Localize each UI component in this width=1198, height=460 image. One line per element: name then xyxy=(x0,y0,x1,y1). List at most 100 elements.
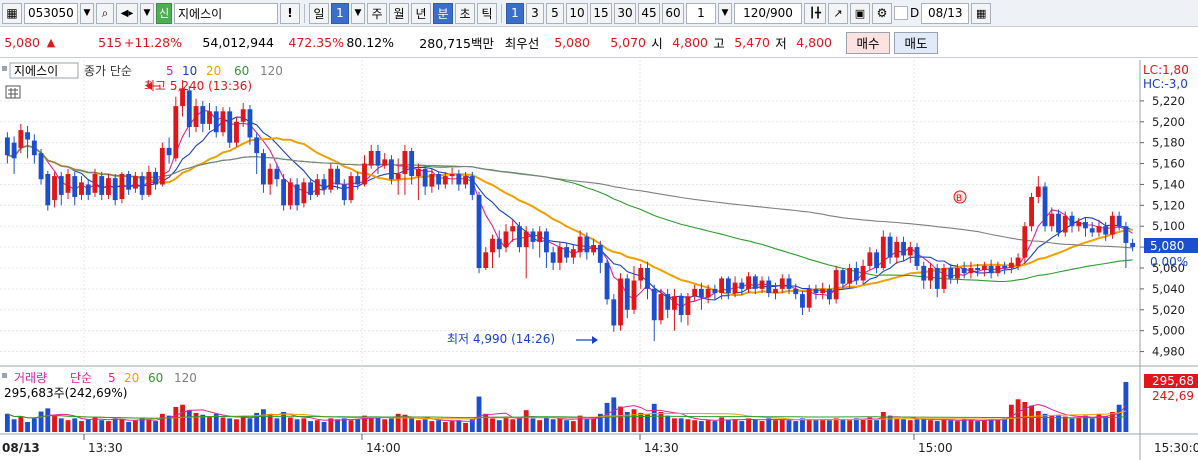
candle-body xyxy=(1089,228,1095,233)
gear-icon[interactable]: ⚙ xyxy=(872,2,892,24)
indicator-icon[interactable]: ┃╋ xyxy=(804,2,826,24)
history-dropdown-icon[interactable]: ▼ xyxy=(140,2,154,24)
interval-3[interactable]: 3 xyxy=(526,2,544,24)
volume-bar xyxy=(402,414,408,432)
interval-10[interactable]: 10 xyxy=(566,2,588,24)
tab-year[interactable]: 년 xyxy=(411,2,431,24)
interval-1[interactable]: 1 xyxy=(506,2,524,24)
candle-body xyxy=(496,238,502,250)
volume-bar xyxy=(355,419,361,432)
info-badge[interactable]: 신 xyxy=(156,2,172,24)
table-toggle-icon[interactable] xyxy=(5,85,21,99)
candle-body xyxy=(146,171,152,195)
high-marker-label: 최고 5,240 (13:36) xyxy=(144,79,252,93)
candle-body xyxy=(362,163,367,185)
tab-tick[interactable]: 틱 xyxy=(477,2,497,24)
day-count[interactable]: 1 xyxy=(331,2,349,24)
volume-bar xyxy=(341,418,347,432)
calendar-icon[interactable]: ▦ xyxy=(971,2,992,24)
candle-body xyxy=(968,268,974,274)
date-input[interactable]: 08/13 xyxy=(921,2,970,24)
price-chart[interactable]: 5,220 5,200 5,180 5,160 5,140 5,120 5,100 5,080… xyxy=(0,60,1198,460)
candle-body xyxy=(348,176,354,201)
candle-body xyxy=(1116,215,1122,227)
volume-bar xyxy=(739,421,745,432)
grid-menu-icon[interactable]: ▦ xyxy=(2,2,22,24)
date-checkbox[interactable] xyxy=(894,6,908,20)
candle-body xyxy=(335,168,340,185)
candle-body xyxy=(308,182,314,195)
draw-tool-icon[interactable]: ↗ xyxy=(828,2,848,24)
candle-body xyxy=(52,176,57,201)
ma-line-120 xyxy=(7,145,1133,249)
custom-interval-input[interactable]: 1 xyxy=(686,2,716,24)
tab-week[interactable]: 주 xyxy=(367,2,387,24)
divider xyxy=(501,3,502,23)
volume-bar xyxy=(476,396,482,432)
candle-body xyxy=(234,121,239,143)
candle-body xyxy=(685,296,691,315)
interval-60[interactable]: 60 xyxy=(662,2,684,24)
search-icon[interactable]: ⌕ xyxy=(96,2,114,24)
volume-ma-line xyxy=(7,403,1127,422)
volume-bar xyxy=(186,410,192,432)
interval-dropdown-icon[interactable]: ▼ xyxy=(718,2,732,24)
candle-body xyxy=(173,106,179,159)
volume-bar xyxy=(153,421,159,432)
ma10-legend: 10 xyxy=(182,64,197,78)
low-price: 4,800 xyxy=(796,35,832,50)
candle-body xyxy=(99,176,105,195)
grid-lines xyxy=(0,60,1198,460)
prev-stock-icon[interactable]: ◀▸ xyxy=(116,2,138,24)
open-price: 4,800 xyxy=(672,35,708,50)
volume-bar xyxy=(220,417,226,432)
volume-bar xyxy=(382,419,388,432)
candle-body xyxy=(267,168,273,185)
volume-bar xyxy=(314,420,320,432)
candle-body xyxy=(678,296,684,315)
interval-5[interactable]: 5 xyxy=(546,2,564,24)
candle-body xyxy=(961,268,967,274)
interval-45[interactable]: 45 xyxy=(638,2,660,24)
volume-bar xyxy=(415,420,421,432)
volume-bar xyxy=(665,415,671,432)
quote-bar: 5,080 ▲ 515 +11.28% 54,012,944 472.35% 8… xyxy=(0,28,1198,58)
interval-30[interactable]: 30 xyxy=(614,2,636,24)
tab-minute[interactable]: 분 xyxy=(433,2,453,24)
range-input[interactable]: 120/900 xyxy=(734,2,802,24)
volume-bar xyxy=(45,408,51,432)
stock-name-field[interactable]: 지에스이 xyxy=(174,2,278,24)
tab-month[interactable]: 월 xyxy=(389,2,409,24)
save-icon[interactable]: ▣ xyxy=(850,2,870,24)
volume-bar xyxy=(321,422,327,432)
interval-15[interactable]: 15 xyxy=(590,2,612,24)
candle-body xyxy=(1069,215,1075,227)
low-label: 저 xyxy=(775,36,787,51)
day-dropdown-icon[interactable]: ▼ xyxy=(351,2,365,24)
sell-button[interactable]: 매도 xyxy=(894,31,938,54)
buy-signal-mark: B xyxy=(956,194,962,204)
buy-button[interactable]: 매수 xyxy=(846,31,890,54)
tab-day[interactable]: 일 xyxy=(309,2,329,24)
tab-second[interactable]: 초 xyxy=(455,2,475,24)
candle-body xyxy=(584,236,590,253)
volume-bar xyxy=(436,420,442,432)
volume-bar xyxy=(806,419,812,432)
volume-ma-line xyxy=(7,413,1126,419)
candle-body xyxy=(591,245,597,253)
candle-body xyxy=(186,90,192,127)
volume-bar xyxy=(779,419,785,432)
volume-bar xyxy=(106,421,111,432)
candle-body xyxy=(853,268,859,281)
candle-body xyxy=(1022,226,1028,258)
volume-bar xyxy=(887,415,893,432)
candle-body xyxy=(1109,215,1115,235)
alert-button[interactable]: ! xyxy=(280,2,300,24)
candle-body xyxy=(510,226,516,232)
volume-bar xyxy=(449,421,455,432)
candle-body xyxy=(159,147,165,185)
stock-code-input[interactable]: 053050 xyxy=(24,2,78,24)
candle-body xyxy=(618,278,623,326)
volume-bar xyxy=(240,415,246,432)
code-dropdown-icon[interactable]: ▼ xyxy=(80,2,94,24)
